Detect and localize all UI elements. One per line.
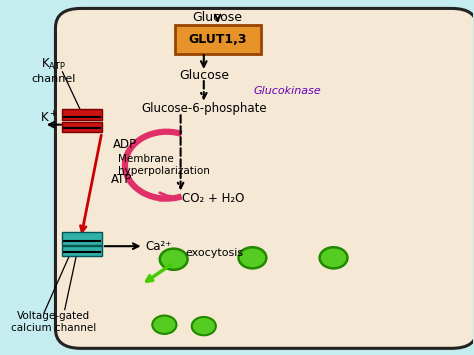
Bar bbox=[63, 246, 102, 256]
Text: channel: channel bbox=[31, 74, 75, 84]
Circle shape bbox=[319, 247, 347, 268]
Text: ATP: ATP bbox=[110, 173, 132, 186]
Text: Voltage-gated
calcium channel: Voltage-gated calcium channel bbox=[10, 311, 96, 333]
Text: CO₂ + H₂O: CO₂ + H₂O bbox=[182, 192, 244, 205]
Text: ADP: ADP bbox=[112, 137, 137, 151]
Bar bbox=[63, 232, 102, 245]
Text: exocytosis: exocytosis bbox=[185, 248, 243, 258]
Bar bbox=[63, 122, 102, 132]
Circle shape bbox=[160, 248, 188, 270]
Text: Membrane
hyperpolarization: Membrane hyperpolarization bbox=[118, 154, 210, 176]
Text: GLUT1,3: GLUT1,3 bbox=[189, 33, 247, 46]
Circle shape bbox=[152, 316, 176, 334]
Circle shape bbox=[191, 317, 216, 335]
Text: $\mathregular{K^+}$: $\mathregular{K^+}$ bbox=[40, 111, 58, 126]
Text: Glucose: Glucose bbox=[193, 11, 243, 24]
FancyBboxPatch shape bbox=[55, 9, 474, 348]
FancyBboxPatch shape bbox=[174, 25, 261, 54]
Text: $\mathregular{K_{ATP}}$: $\mathregular{K_{ATP}}$ bbox=[41, 57, 66, 72]
Text: Glucose: Glucose bbox=[179, 69, 229, 82]
Bar bbox=[63, 109, 102, 120]
Text: Glucose-6-phosphate: Glucose-6-phosphate bbox=[141, 102, 266, 115]
Text: Ca²⁺: Ca²⁺ bbox=[146, 240, 172, 253]
Circle shape bbox=[238, 247, 266, 268]
Text: Glucokinase: Glucokinase bbox=[253, 86, 321, 96]
